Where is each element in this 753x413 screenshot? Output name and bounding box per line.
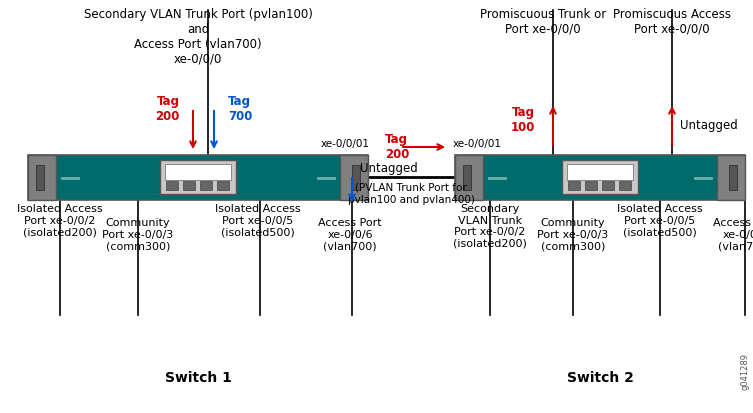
Bar — [28, 155, 56, 200]
Bar — [602, 180, 614, 190]
Text: (PVLAN Trunk Port for
pvlan100 and pvlan400): (PVLAN Trunk Port for pvlan100 and pvlan… — [348, 183, 474, 204]
Bar — [567, 164, 633, 180]
Bar — [165, 164, 231, 180]
Text: Isolated Access
Port xe-0/0/5
(isolated500): Isolated Access Port xe-0/0/5 (isolated5… — [215, 204, 300, 237]
Bar — [36, 165, 44, 190]
Text: Tag
100: Tag 100 — [511, 106, 535, 134]
Bar — [463, 165, 471, 190]
Text: Secondary VLAN Trunk Port (pvlan100)
and
Access Port (vlan700)
xe-0/0/0: Secondary VLAN Trunk Port (pvlan100) and… — [84, 8, 312, 66]
Text: Untagged: Untagged — [680, 119, 738, 131]
Text: Promiscuous Trunk or
Port xe-0/0/0: Promiscuous Trunk or Port xe-0/0/0 — [480, 8, 606, 36]
Bar — [717, 155, 745, 200]
Text: Tag
200: Tag 200 — [385, 133, 410, 161]
Bar — [352, 165, 360, 190]
Bar — [585, 180, 597, 190]
Bar — [160, 160, 236, 194]
Text: xe-0/0/01: xe-0/0/01 — [321, 139, 370, 149]
Bar — [166, 180, 178, 190]
Bar — [619, 180, 631, 190]
Bar — [217, 180, 229, 190]
Text: Access Port
xe-0/0/6
(vlan700): Access Port xe-0/0/6 (vlan700) — [319, 218, 382, 251]
Text: Tag
200: Tag 200 — [156, 95, 180, 123]
Bar — [28, 155, 368, 200]
Bar — [455, 155, 745, 200]
Text: Community
Port xe-0/0/3
(comm300): Community Port xe-0/0/3 (comm300) — [102, 218, 174, 251]
Text: g041289: g041289 — [740, 353, 749, 390]
Bar — [455, 155, 483, 200]
Text: Untagged: Untagged — [360, 162, 418, 175]
Text: Isolated Access
Port xe-0/0/2
(isolated200): Isolated Access Port xe-0/0/2 (isolated2… — [17, 204, 103, 237]
Bar — [200, 180, 212, 190]
Text: Tag
700: Tag 700 — [228, 95, 252, 123]
Text: Community
Port xe-0/0/3
(comm300): Community Port xe-0/0/3 (comm300) — [538, 218, 608, 251]
Bar — [340, 155, 368, 200]
Bar — [183, 180, 195, 190]
Text: Isolated Access
Port xe-0/0/5
(isolated500): Isolated Access Port xe-0/0/5 (isolated5… — [617, 204, 703, 237]
Text: Promiscuous Access
Port xe-0/0/0: Promiscuous Access Port xe-0/0/0 — [613, 8, 731, 36]
Text: Switch 2: Switch 2 — [566, 371, 633, 385]
Text: Secondary
VLAN Trunk
Port xe-0/0/2
(isolated200): Secondary VLAN Trunk Port xe-0/0/2 (isol… — [453, 204, 527, 249]
Text: Switch 1: Switch 1 — [165, 371, 231, 385]
Bar — [562, 160, 638, 194]
Text: Access Port
xe-0/0/6
(vlan700): Access Port xe-0/0/6 (vlan700) — [713, 218, 753, 251]
Text: xe-0/0/01: xe-0/0/01 — [453, 139, 502, 149]
Bar — [729, 165, 737, 190]
Bar — [568, 180, 580, 190]
